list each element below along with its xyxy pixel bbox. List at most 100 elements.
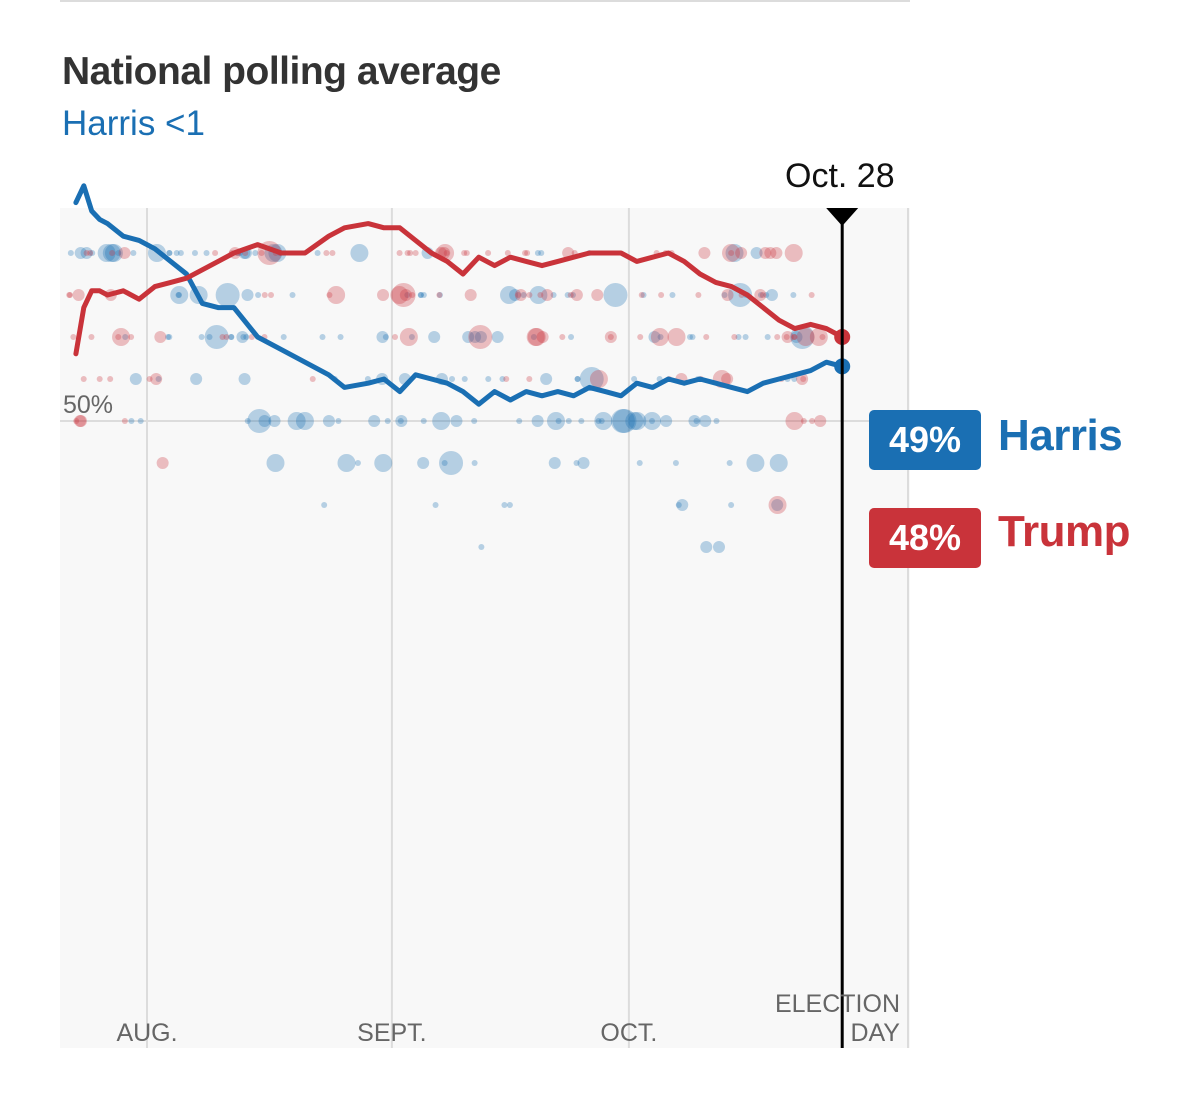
poll-dot [721, 289, 734, 301]
poll-dot [648, 331, 661, 343]
poll-dot [636, 460, 643, 466]
poll-dot [725, 244, 744, 262]
poll-dot [461, 376, 468, 382]
poll-dot [354, 460, 361, 466]
poll-dot [770, 247, 783, 259]
poll-dot [742, 334, 749, 340]
poll-dot [509, 289, 522, 301]
poll-dot [538, 250, 545, 256]
x-tick-label: AUG. [116, 1019, 177, 1047]
poll-dot [74, 415, 87, 427]
poll-dot [112, 328, 131, 346]
poll-dot [474, 331, 487, 343]
poll-dot [790, 331, 803, 343]
trump-legend-label: Trump [998, 507, 1130, 556]
poll-dot [175, 292, 182, 298]
poll-dot [735, 334, 742, 340]
poll-dot [439, 451, 464, 475]
poll-dot [808, 292, 815, 298]
poll-dot [412, 250, 419, 256]
poll-dot [409, 292, 416, 298]
poll-dot [800, 418, 807, 424]
poll-dot [73, 418, 80, 424]
poll-dot [548, 457, 561, 469]
poll-dot [128, 418, 135, 424]
poll-dot [97, 244, 116, 262]
poll-dot [555, 418, 562, 424]
poll-dot [155, 376, 162, 382]
poll-dot [570, 289, 583, 301]
poll-dot [721, 292, 728, 298]
poll-dot [238, 373, 251, 385]
poll-dot [203, 250, 210, 256]
poll-dot [735, 247, 748, 259]
poll-dot [503, 376, 510, 382]
poll-dot [471, 418, 478, 424]
poll-dot [530, 334, 537, 340]
poll-dots [66, 241, 828, 553]
poll-dot [769, 454, 788, 472]
poll-dot [89, 250, 96, 256]
poll-dot [329, 250, 336, 256]
poll-dot [463, 250, 470, 256]
x-tick-label: ELECTION [775, 990, 900, 1018]
poll-dot [268, 415, 281, 427]
poll-dot [420, 292, 427, 298]
gridlines [60, 0, 910, 1048]
poll-dot [469, 331, 482, 343]
poll-dot [650, 328, 669, 346]
poll-dot [420, 418, 427, 424]
poll-dot [686, 334, 693, 340]
poll-dot [215, 283, 240, 307]
poll-dot [809, 418, 816, 424]
poll-dot [122, 334, 129, 340]
poll-dot [591, 289, 604, 301]
poll-dot [637, 334, 644, 340]
poll-dot [546, 412, 565, 430]
x-tick-label: OCT. [600, 1019, 657, 1047]
poll-dot [763, 292, 770, 298]
poll-dot [759, 292, 766, 298]
poll-dot [66, 292, 73, 298]
poll-dot [204, 325, 229, 349]
poll-dot [173, 250, 180, 256]
chart-subtitle: Harris <1 [62, 104, 205, 143]
poll-dot [785, 412, 804, 430]
poll-dot [565, 418, 572, 424]
poll-dot [322, 415, 335, 427]
trump-value-badge: 48% [869, 508, 981, 568]
poll-dot [713, 418, 720, 424]
poll-dot [266, 454, 285, 472]
poll-dot [121, 418, 128, 424]
poll-dot [109, 250, 116, 256]
poll-dot [321, 502, 328, 508]
poll-dot [392, 334, 399, 340]
poll-dot [450, 415, 463, 427]
poll-dot [432, 412, 451, 430]
poll-dot [579, 367, 604, 391]
poll-dot [603, 283, 628, 307]
poll-dot [800, 376, 807, 382]
harris-value-badge: 49% [869, 410, 981, 470]
poll-dot [190, 373, 203, 385]
poll-dot [67, 292, 74, 298]
poll-dot [791, 334, 798, 340]
poll-dot [819, 334, 826, 340]
plot-background [60, 208, 910, 1048]
current-date-marker [826, 208, 859, 1048]
poll-dot [408, 334, 415, 340]
poll-dot [464, 289, 477, 301]
poll-dot [515, 292, 522, 298]
trump-trend-line [73, 221, 845, 357]
poll-dot [243, 334, 250, 340]
poll-dot [531, 415, 544, 427]
poll-dot [698, 247, 711, 259]
poll-dot [607, 334, 614, 340]
poll-dot [610, 409, 635, 433]
poll-dot [471, 460, 478, 466]
poll-dot [589, 370, 608, 388]
poll-dot [526, 376, 533, 382]
poll-dot [504, 250, 511, 256]
poll-dot [721, 373, 734, 385]
poll-dot [443, 250, 450, 256]
